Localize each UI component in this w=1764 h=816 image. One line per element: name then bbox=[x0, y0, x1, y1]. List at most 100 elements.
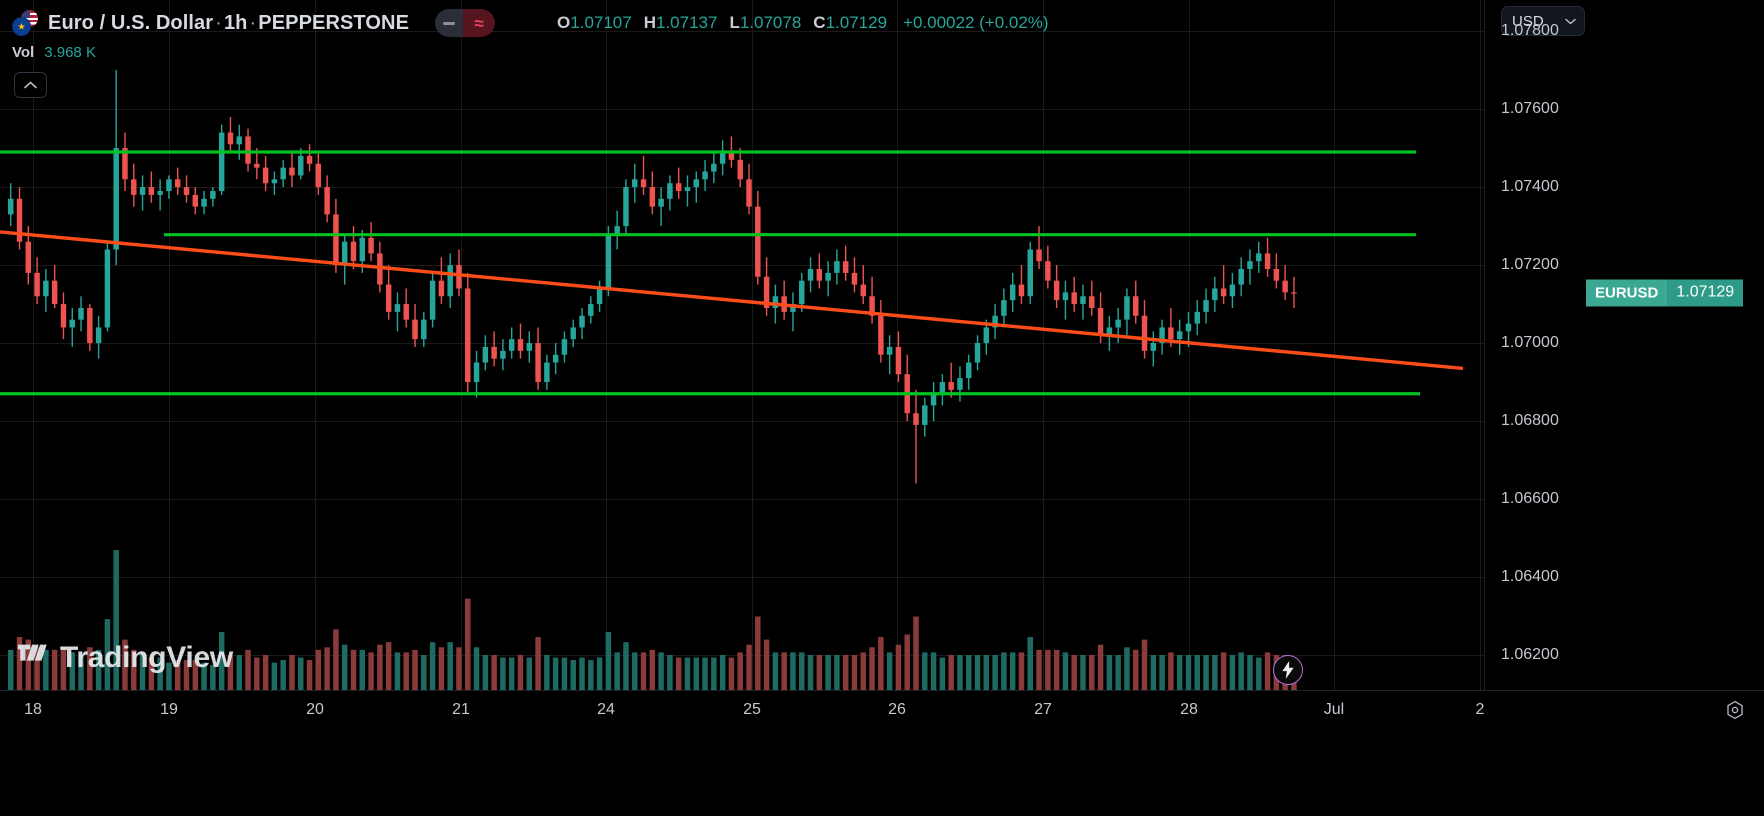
candle-body bbox=[491, 346, 497, 359]
price-axis[interactable]: USD 1.07800 1.07600 1.07400 1.07200 1.07000 1… bbox=[1484, 0, 1764, 690]
candle-body bbox=[385, 284, 392, 312]
candle-body bbox=[561, 339, 568, 355]
volume-bar bbox=[491, 654, 497, 690]
volume-bar bbox=[280, 660, 286, 690]
volume-bar bbox=[131, 649, 137, 690]
grid-line-vertical bbox=[1043, 0, 1044, 690]
candle-body bbox=[1062, 292, 1069, 301]
time-tick-label: 19 bbox=[160, 701, 178, 718]
volume-bar bbox=[385, 642, 392, 690]
volume-indicator-legend[interactable]: Vol 3.968 K bbox=[12, 44, 96, 61]
time-tick-label: 27 bbox=[1034, 701, 1052, 718]
volume-bar bbox=[508, 657, 515, 690]
volume-bar bbox=[341, 644, 348, 690]
volume-bar bbox=[614, 652, 620, 690]
current-price-badge[interactable]: EURUSD 1.07129 bbox=[1586, 279, 1764, 307]
candle-body bbox=[394, 304, 401, 312]
minimize-icon[interactable] bbox=[435, 9, 464, 37]
volume-bar bbox=[183, 660, 190, 690]
low-label: L bbox=[729, 13, 740, 32]
volume-bar bbox=[8, 649, 14, 690]
candle-body bbox=[684, 187, 691, 192]
volume-bar bbox=[535, 637, 541, 690]
chart-style-controls[interactable]: ≈ bbox=[435, 9, 496, 37]
candle-body bbox=[201, 198, 207, 207]
time-settings-icon[interactable] bbox=[1722, 697, 1748, 723]
candle-body bbox=[702, 171, 708, 180]
candle-body bbox=[737, 159, 743, 180]
candle-body bbox=[1264, 253, 1271, 269]
lightning-bolt-icon[interactable] bbox=[1273, 655, 1303, 685]
volume-bar bbox=[966, 654, 972, 690]
candle-body bbox=[350, 241, 357, 262]
candle-body bbox=[614, 226, 620, 234]
candle-body bbox=[25, 241, 32, 273]
candle-body bbox=[236, 136, 242, 145]
candle-body bbox=[675, 183, 682, 192]
candle-body bbox=[341, 241, 348, 266]
candle-body bbox=[1036, 249, 1042, 262]
volume-bar bbox=[640, 652, 647, 690]
volume-bar bbox=[394, 652, 401, 690]
page-title[interactable]: Euro / U.S. Dollar · 1h · PEPPERSTONE bbox=[48, 11, 410, 34]
volume-bar bbox=[403, 652, 409, 690]
candle-body bbox=[482, 346, 489, 363]
candle-body bbox=[262, 167, 269, 184]
volume-bar bbox=[1106, 654, 1113, 690]
candle-body bbox=[719, 152, 726, 164]
candle-body bbox=[368, 237, 374, 254]
heikin-ashi-icon[interactable]: ≈ bbox=[463, 9, 496, 37]
candle-body bbox=[596, 288, 603, 305]
open-value: 1.07107 bbox=[570, 13, 632, 32]
candle-body bbox=[799, 280, 805, 305]
candle-body bbox=[465, 288, 471, 383]
candle-body bbox=[939, 382, 946, 394]
grid-line-vertical bbox=[1189, 0, 1190, 690]
volume-bar bbox=[1176, 654, 1183, 690]
chart-canvas[interactable] bbox=[0, 0, 1484, 690]
currency-selector[interactable]: USD bbox=[1501, 6, 1585, 36]
candle-body bbox=[588, 304, 594, 316]
volume-bar bbox=[1053, 649, 1060, 690]
volume-bar bbox=[790, 652, 796, 690]
candle-body bbox=[1089, 296, 1095, 308]
candle-body bbox=[157, 191, 163, 195]
volume-bar bbox=[1133, 649, 1139, 690]
volume-bar bbox=[1203, 654, 1209, 690]
candle-body bbox=[447, 265, 453, 297]
currency-label: USD bbox=[1512, 12, 1544, 30]
candle-body bbox=[1053, 280, 1060, 301]
candle-body bbox=[210, 191, 216, 199]
volume-bar bbox=[1264, 652, 1271, 690]
candle-body bbox=[517, 339, 524, 351]
candle-body bbox=[807, 268, 814, 281]
chevron-up-icon[interactable] bbox=[14, 72, 47, 98]
watermark-text: TradingView bbox=[60, 640, 233, 674]
candle-body bbox=[1071, 292, 1077, 305]
candle-body bbox=[1141, 315, 1148, 351]
volume-bar bbox=[561, 657, 568, 690]
volume-bar bbox=[957, 654, 963, 690]
candle-body bbox=[69, 319, 75, 328]
volume-bar bbox=[1256, 657, 1262, 690]
candle-body bbox=[1220, 288, 1227, 297]
candle-body bbox=[966, 362, 972, 379]
volume-bar bbox=[298, 657, 304, 690]
time-tick-label: 24 bbox=[597, 701, 615, 718]
volume-bar bbox=[851, 654, 858, 690]
candle-body bbox=[658, 198, 664, 207]
volume-bar bbox=[781, 652, 787, 690]
candle-body bbox=[711, 163, 717, 172]
badge-symbol: EURUSD bbox=[1586, 279, 1668, 307]
volume-bar bbox=[728, 657, 735, 690]
price-tick-label: 1.07400 bbox=[1501, 178, 1559, 196]
candle-body bbox=[772, 296, 779, 308]
volume-bar bbox=[834, 654, 840, 690]
candle-body bbox=[508, 339, 515, 351]
time-axis[interactable]: 18 19 20 21 24 25 26 27 28 Jul 2 bbox=[0, 690, 1764, 816]
descending-trendline[interactable] bbox=[0, 230, 1464, 371]
candle-body bbox=[218, 132, 225, 192]
candle-body bbox=[1168, 327, 1174, 340]
volume-bar bbox=[922, 652, 928, 690]
candle-body bbox=[983, 327, 990, 344]
